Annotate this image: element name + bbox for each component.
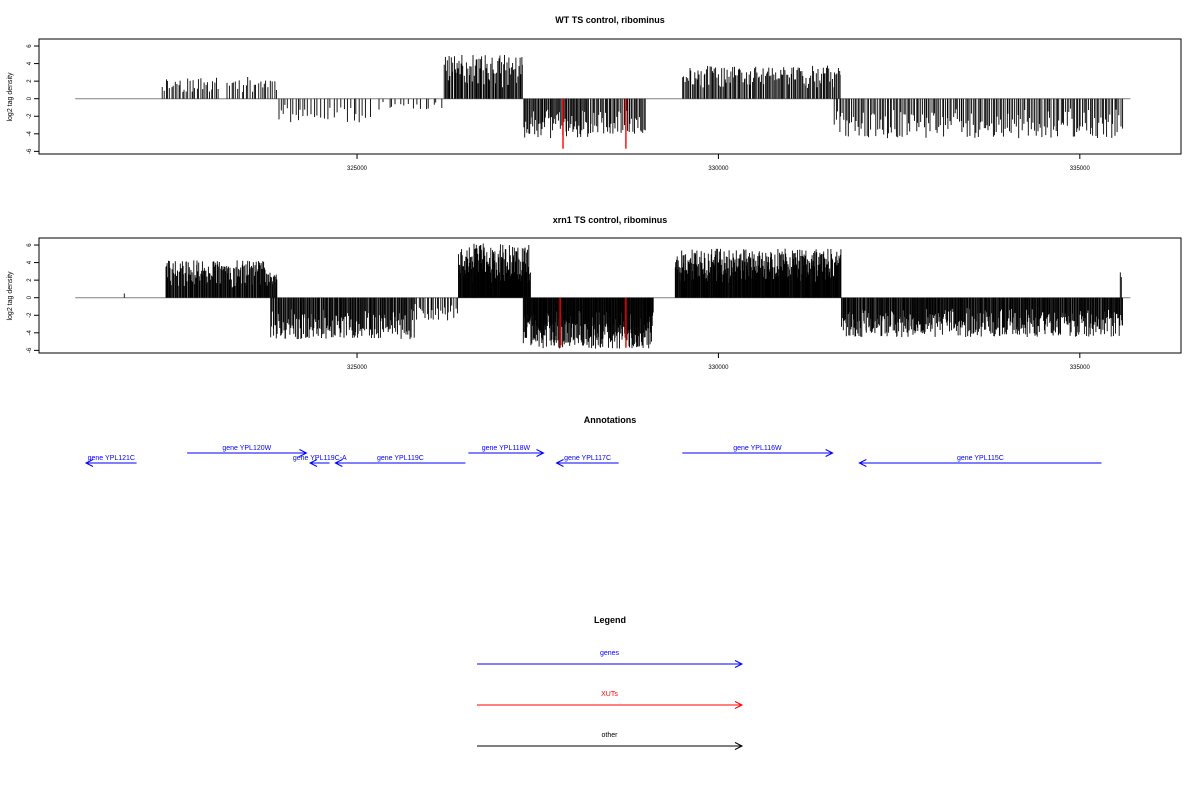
panel-title: xrn1 TS control, ribominus — [553, 215, 668, 225]
y-axis-label: log2 tag density — [7, 72, 14, 122]
y-axis: 6 4 2 0 -2 -4 -6 — [27, 243, 39, 353]
y-tick-label: -4 — [27, 329, 33, 335]
gene-arrow-head — [536, 449, 545, 457]
x-tick-label: 325000 — [347, 166, 368, 172]
gene-label: gene YPL121C — [88, 455, 135, 462]
gene-arrow-head — [555, 459, 564, 467]
xrn1-density-panel: xrn1 TS control, ribominus log2 tag dens… — [7, 215, 1182, 371]
y-tick-label: -2 — [27, 312, 33, 318]
xut-highlights — [562, 98, 627, 149]
gene-arrow-head — [299, 449, 308, 457]
legend: Legend genes XUTs other — [477, 615, 744, 750]
x-tick-label: 335000 — [1070, 166, 1091, 172]
gene-arrow-head — [858, 459, 867, 467]
x-axis: 325000 330000 335000 — [347, 154, 1090, 172]
y-tick-label: -4 — [27, 130, 33, 136]
y-tick-label: 0 — [27, 295, 33, 299]
wt-density-panel: WT TS control, ribominus log2 tag densit… — [7, 15, 1182, 172]
gene-label: gene YPL117C — [564, 455, 611, 462]
x-axis: 325000 330000 335000 — [347, 353, 1090, 371]
density-bars — [123, 243, 1123, 349]
gene-arrows: gene YPL121C gene YPL120W gene YPL119C-A ge… — [84, 445, 1102, 467]
y-tick-label: 2 — [27, 79, 33, 83]
gene-label: gene YPL119C-A — [293, 455, 347, 462]
x-tick-label: 335000 — [1070, 365, 1091, 371]
y-axis: 6 4 2 0 -2 -4 -6 — [27, 44, 39, 154]
x-tick-label: 325000 — [347, 365, 368, 371]
gene-arrow-head — [334, 459, 343, 467]
gene-label: gene YPL115C — [957, 455, 1004, 462]
annotations-title: Annotations — [584, 415, 637, 425]
gene-arrow-head — [825, 449, 834, 457]
x-tick-label: 330000 — [708, 166, 729, 172]
legend-arrow-head — [734, 660, 744, 668]
y-axis-label: log2 tag density — [7, 271, 14, 321]
y-tick-label: 0 — [27, 96, 33, 100]
legend-label: other — [602, 732, 619, 739]
y-tick-label: 6 — [27, 243, 33, 247]
y-tick-label: -6 — [27, 148, 33, 154]
gene-arrow-head — [84, 459, 94, 467]
gene-label: gene YPL119C — [377, 455, 424, 462]
y-tick-label: -6 — [27, 347, 33, 353]
gene-arrow-head — [308, 459, 318, 467]
legend-label: genes — [600, 650, 620, 657]
gene-label: gene YPL120W — [222, 445, 271, 452]
y-tick-label: 6 — [27, 44, 33, 48]
plot-frame — [38, 38, 1182, 155]
y-tick-label: 4 — [27, 61, 33, 65]
gene-label: gene YPL118W — [482, 445, 531, 452]
y-tick-label: -2 — [27, 113, 33, 119]
density-bars — [161, 55, 1124, 139]
legend-arrow-head — [734, 701, 744, 709]
xut-highlights — [559, 297, 627, 348]
panel-title: WT TS control, ribominus — [555, 15, 665, 25]
plot-frame — [38, 237, 1182, 354]
y-tick-label: 2 — [27, 278, 33, 282]
gene-label: gene YPL116W — [733, 445, 782, 452]
legend-arrow-head — [734, 742, 744, 750]
legend-label: XUTs — [601, 691, 618, 698]
x-tick-label: 330000 — [708, 365, 729, 371]
y-tick-label: 4 — [27, 260, 33, 264]
legend-title: Legend — [594, 615, 626, 625]
legend-items: genes XUTs other — [477, 650, 744, 750]
